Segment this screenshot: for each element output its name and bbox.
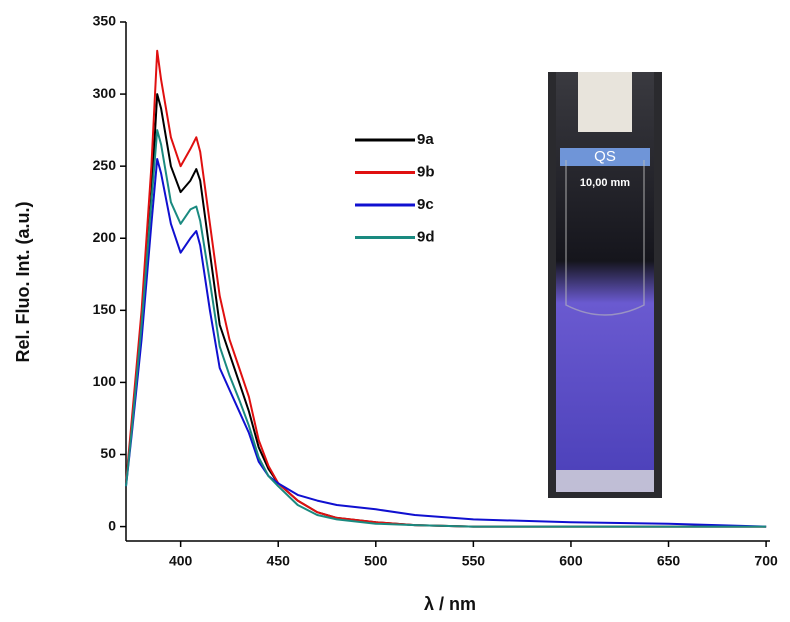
y-tick-label: 100 bbox=[93, 373, 117, 389]
legend-label: 9a bbox=[417, 131, 434, 148]
x-axis-label: λ / nm bbox=[424, 594, 476, 614]
legend-label: 9d bbox=[417, 228, 435, 245]
legend-label: 9c bbox=[417, 196, 434, 213]
legend-label: 9b bbox=[417, 163, 435, 180]
y-tick-label: 150 bbox=[93, 301, 117, 317]
x-tick-label: 400 bbox=[169, 553, 193, 569]
data-line bbox=[125, 129, 767, 528]
y-tick-label: 0 bbox=[108, 517, 116, 533]
x-tick-label: 600 bbox=[559, 553, 583, 569]
data-line bbox=[125, 158, 767, 528]
inset-label: 10,00 mm bbox=[580, 177, 630, 189]
x-tick-label: 450 bbox=[267, 553, 291, 569]
y-tick-label: 200 bbox=[93, 229, 117, 245]
y-tick-label: 250 bbox=[93, 157, 117, 173]
x-tick-label: 550 bbox=[462, 553, 486, 569]
y-axis-label: Rel. Fluo. Int. (a.u.) bbox=[13, 202, 33, 363]
x-tick-label: 700 bbox=[754, 553, 778, 569]
inset-photo: QS 10,00 mm bbox=[548, 72, 662, 498]
data-line bbox=[125, 49, 767, 528]
y-tick-label: 50 bbox=[100, 445, 116, 461]
y-tick-label: 350 bbox=[93, 13, 117, 29]
y-tick-label: 300 bbox=[93, 85, 117, 101]
inset-label: QS bbox=[594, 148, 616, 165]
x-tick-label: 650 bbox=[657, 553, 681, 569]
x-tick-label: 500 bbox=[364, 553, 388, 569]
